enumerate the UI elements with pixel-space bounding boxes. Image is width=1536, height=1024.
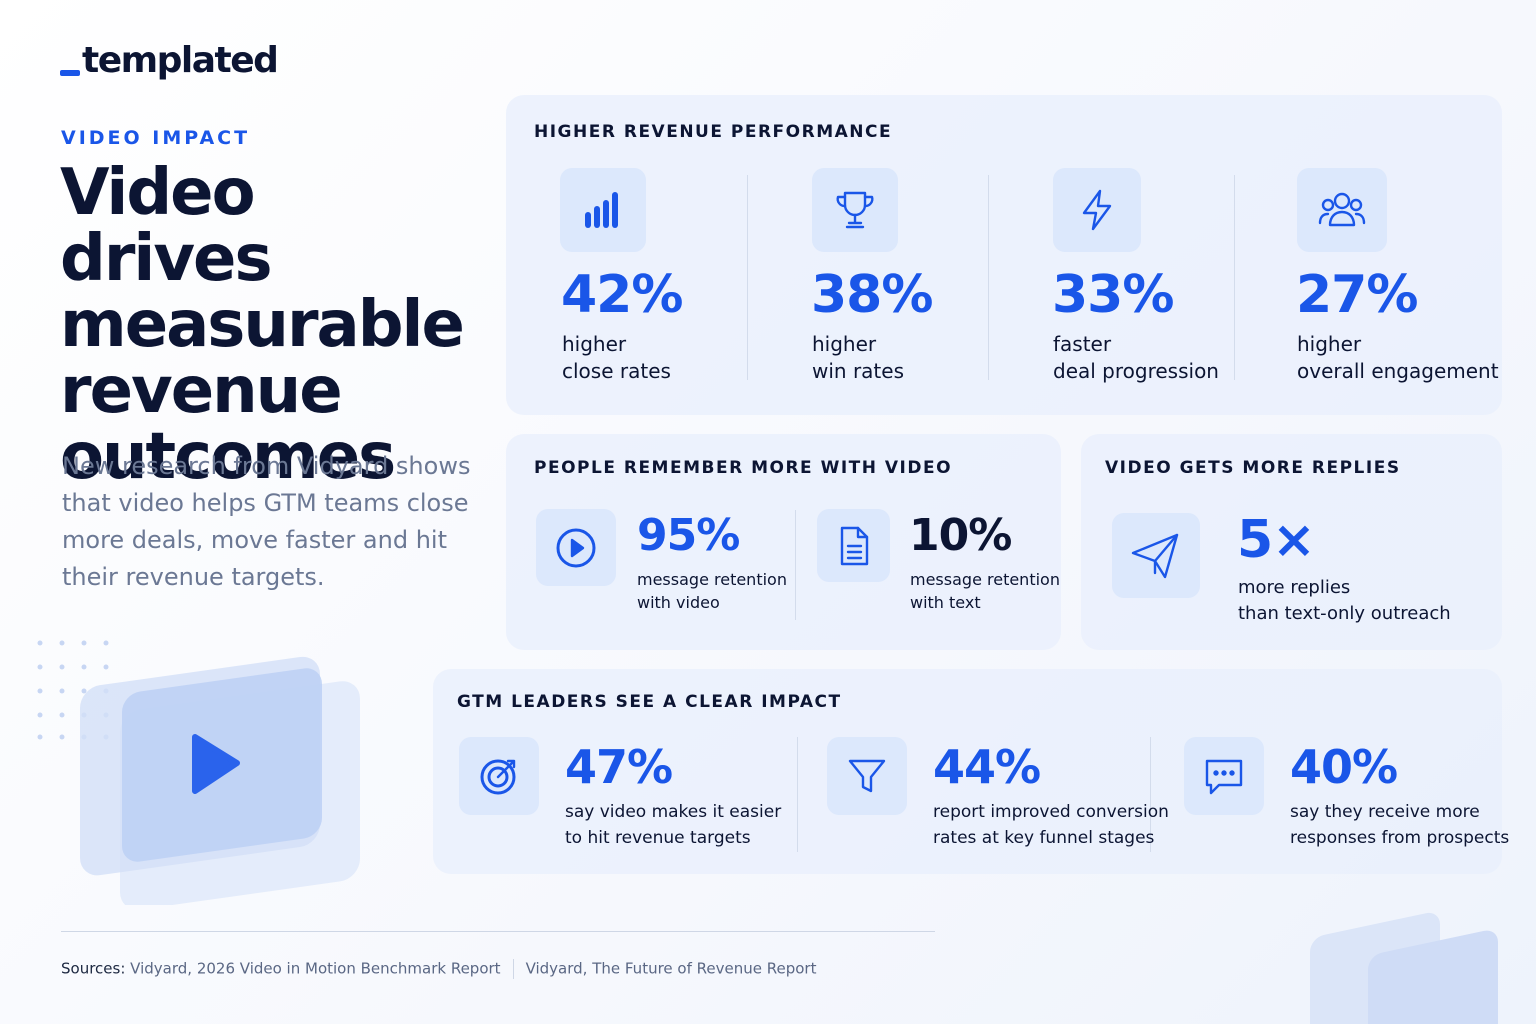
stat-value: 95% [637,510,740,561]
panel-title: PEOPLE REMEMBER MORE WITH VIDEO [534,458,953,478]
logo: templated [82,40,279,81]
eyebrow: VIDEO IMPACT [61,127,251,149]
panel-title: HIGHER REVENUE PERFORMANCE [534,122,893,142]
label-line: higher [1297,332,1362,356]
revenue-panel [506,95,1502,415]
stat-value: 40% [1290,740,1398,794]
label-line: with video [637,593,720,612]
target-icon [459,737,539,815]
stat-label: higher close rates [562,331,671,385]
label-line: higher [812,332,877,356]
stat-value: 44% [933,740,1041,794]
label-line: close rates [562,359,671,383]
bolt-icon [1053,168,1141,252]
send-icon [1112,513,1200,598]
label-line: say they receive more [1290,802,1480,822]
source: Vidyard, 2026 Video in Motion Benchmark … [130,959,501,978]
label-line: with text [910,593,981,612]
label-line: rates at key funnel stages [933,828,1155,848]
label-line: overall engagement [1297,359,1499,383]
stat-value: 27% [1296,265,1418,325]
headline: Video drives measurable revenue outcomes [60,156,465,494]
stat-label: higher win rates [812,331,904,385]
label-line: deal progression [1053,359,1219,383]
stat-value: 42% [561,265,683,325]
divider [795,510,796,620]
stat-label: more replies than text-only outreach [1238,575,1451,627]
stat-value: 33% [1052,265,1174,325]
stat-label: message retention with text [910,568,1060,614]
trophy-icon [812,168,898,252]
sources: Sources: Vidyard, 2026 Video in Motion B… [61,959,816,979]
divider [988,175,989,380]
label-line: than text-only outreach [1238,603,1451,624]
panel-title: VIDEO GETS MORE REPLIES [1105,458,1401,478]
stat-label: say they receive more responses from pros… [1290,799,1509,851]
stat-value: 10% [909,510,1012,561]
label-line: win rates [812,359,904,383]
divider [1150,737,1151,852]
label-line: higher [562,332,627,356]
source: Vidyard, The Future of Revenue Report [525,959,817,978]
label-line: message retention [910,570,1060,589]
people-icon [1297,168,1387,252]
document-icon [817,509,890,582]
chart-icon [560,168,646,252]
footer-rule [61,931,935,932]
video-illustration [37,640,360,905]
label-line: faster [1053,332,1112,356]
divider [797,737,798,852]
label-line: message retention [637,570,787,589]
divider [1234,175,1235,380]
stat-label: faster deal progression [1053,331,1219,385]
sources-label: Sources: [61,959,126,978]
chat-icon [1184,737,1264,815]
stat-label: higher overall engagement [1297,331,1499,385]
label-line: report improved conversion [933,802,1169,822]
leaders-panel [433,669,1502,874]
separator [512,959,514,979]
stat-value: 5× [1237,510,1316,570]
stat-label: say video makes it easier to hit revenue … [565,799,781,851]
play-icon [536,509,616,586]
label-line: responses from prospects [1290,828,1510,848]
description: New research from Vidyard shows that vid… [62,452,471,591]
panel-title: GTM LEADERS SEE A CLEAR IMPACT [457,692,842,712]
logo-mark [60,70,80,76]
stat-label: report improved conversion rates at key f… [933,799,1169,851]
divider [747,175,748,380]
corner-decoration [1310,912,1498,1024]
label-line: to hit revenue targets [565,828,751,848]
label-line: more replies [1238,577,1351,598]
stat-value: 38% [811,265,933,325]
label-line: say video makes it easier [565,802,782,822]
stat-value: 47% [565,740,673,794]
funnel-icon [827,737,907,815]
stat-label: message retention with video [637,568,787,614]
